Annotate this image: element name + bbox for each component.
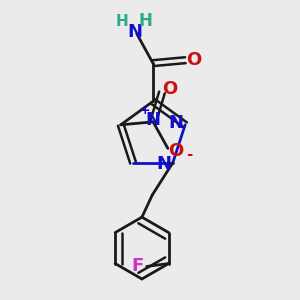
Text: N: N — [128, 23, 143, 41]
Text: +: + — [140, 104, 150, 117]
Text: H: H — [138, 12, 152, 30]
Text: N: N — [157, 155, 172, 173]
Text: O: O — [163, 80, 178, 98]
Text: H: H — [116, 14, 128, 29]
Text: N: N — [168, 114, 183, 132]
Text: O: O — [169, 142, 184, 160]
Text: O: O — [186, 51, 201, 69]
Text: -: - — [186, 147, 192, 162]
Text: N: N — [146, 111, 160, 129]
Text: F: F — [132, 257, 144, 275]
